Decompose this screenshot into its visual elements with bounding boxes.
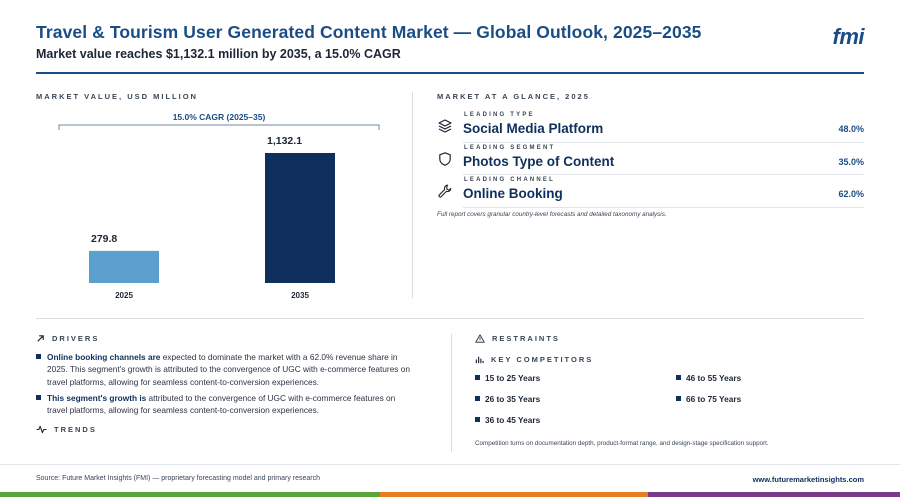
glance-item-segment: LEADING SEGMENT Photos Type of Content 3… xyxy=(437,143,864,175)
vertical-divider xyxy=(412,92,413,298)
restraints-label: RESTRAINTS xyxy=(492,334,560,343)
competitor-item: 46 to 55 Years xyxy=(676,373,741,383)
trends-label: TRENDS xyxy=(54,425,97,434)
bar-chart-icon xyxy=(475,356,484,364)
glance-kicker: LEADING CHANNEL xyxy=(464,177,555,183)
x-tick-2035: 2035 xyxy=(291,291,309,300)
source-note: Source: Future Market Insights (FMI) — p… xyxy=(36,475,320,482)
shield-icon xyxy=(439,151,451,166)
glance-kicker: LEADING SEGMENT xyxy=(464,144,556,151)
header-rule xyxy=(36,72,864,74)
competitor-item: 15 to 25 Years xyxy=(475,373,540,383)
arrow-up-right-icon xyxy=(37,335,44,342)
glance-item-channel: LEADING CHANNEL Online Booking 62.0% xyxy=(437,175,864,208)
layers-icon xyxy=(438,119,452,133)
page-subtitle: Market value reaches $1,132.1 million by… xyxy=(36,47,401,61)
glance-item-type: LEADING TYPE Social Media Platform 48.0% xyxy=(437,110,864,143)
competitor-item: 66 to 75 Years xyxy=(676,394,741,404)
competitors-label: KEY COMPETITORS xyxy=(491,355,594,364)
trends-heading: TRENDS xyxy=(36,425,97,434)
restraints-heading: RESTRAINTS xyxy=(475,334,560,343)
header: Travel & Tourism User Generated Content … xyxy=(36,22,864,61)
glance-name: Photos Type of Content xyxy=(463,153,615,169)
wrench-icon xyxy=(438,184,452,198)
market-value-bar-chart: 15.0% CAGR (2025–35) 279.8 2025 1,132.1 2035 xyxy=(58,112,380,300)
competitors-heading: KEY COMPETITORS xyxy=(475,355,593,364)
stripe-purple xyxy=(648,492,900,497)
driver-lead: Online booking channels are xyxy=(47,352,161,362)
section-divider xyxy=(36,318,864,319)
bar-2025 xyxy=(89,250,159,283)
competitor-item: 26 to 35 Years xyxy=(475,394,540,404)
glance-section-label: MARKET AT A GLANCE, 2025 xyxy=(437,92,590,101)
glance-divider xyxy=(463,174,864,175)
fmi-logo[interactable]: fmi xyxy=(832,24,865,49)
competitor-item: 36 to 45 Years xyxy=(475,415,540,425)
drivers-heading: DRIVERS xyxy=(36,334,99,343)
chart-section-label: MARKET VALUE, USD MILLION xyxy=(36,92,198,101)
glance-value: 62.0% xyxy=(838,189,864,199)
driver-item: Online booking channels are expected to … xyxy=(36,351,416,388)
driver-text: expected to dominate the market with a 6… xyxy=(47,352,410,387)
glance-divider xyxy=(463,141,864,143)
vertical-divider-lower xyxy=(451,334,452,452)
brand-stripe xyxy=(0,492,900,497)
driver-text: attributed to the convergence of UGC wit… xyxy=(47,393,396,416)
data-label-2025: 279.8 xyxy=(91,233,117,245)
bar-2035 xyxy=(265,153,335,283)
driver-item: This segment's growth is attributed to t… xyxy=(36,392,416,417)
pulse-icon xyxy=(36,425,47,434)
competitors-note: Competition turns on documentation depth… xyxy=(475,440,769,447)
drivers-label: DRIVERS xyxy=(52,334,100,343)
glance-name: Social Media Platform xyxy=(463,121,604,136)
stripe-orange xyxy=(380,492,648,497)
glance-divider xyxy=(463,206,864,208)
glance-list: LEADING TYPE Social Media Platform 48.0%… xyxy=(437,110,864,208)
data-label-2035: 1,132.1 xyxy=(267,135,302,147)
glance-kicker: LEADING TYPE xyxy=(464,112,535,118)
driver-lead: This segment's growth is xyxy=(47,393,147,403)
cagr-annotation: 15.0% CAGR (2025–35) xyxy=(173,112,266,122)
stripe-green xyxy=(0,492,380,497)
website-link[interactable]: www.futuremarketinsights.com xyxy=(752,475,864,484)
glance-note: Full report covers granular country-leve… xyxy=(437,211,667,218)
cagr-bracket xyxy=(58,124,380,130)
page-title: Travel & Tourism User Generated Content … xyxy=(36,22,702,42)
warning-icon xyxy=(475,334,485,343)
x-tick-2025: 2025 xyxy=(115,291,133,300)
glance-name: Online Booking xyxy=(463,186,563,201)
glance-value: 48.0% xyxy=(838,124,864,134)
glance-value: 35.0% xyxy=(838,156,864,167)
footer-rule xyxy=(0,464,900,465)
